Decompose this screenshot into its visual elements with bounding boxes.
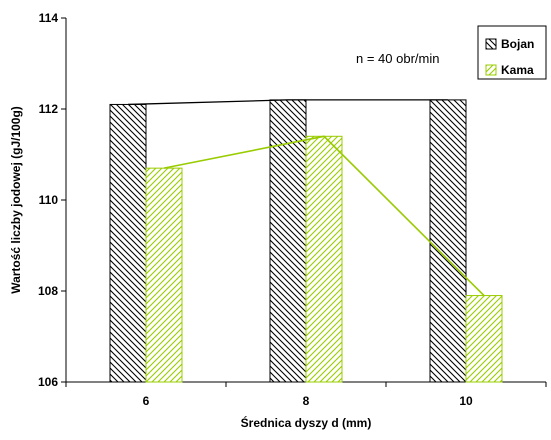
bar-bojan-8 [269, 99, 307, 383]
x-tick-label: 6 [143, 394, 150, 408]
y-tick-label: 106 [38, 375, 58, 389]
x-tick-label: 8 [303, 394, 310, 408]
legend-swatch-bojan [485, 38, 497, 50]
bar-kama-6 [145, 167, 183, 383]
series-line-kama [163, 135, 485, 297]
x-axis-title: Średnica dyszy d (mm) [241, 415, 372, 430]
bar-kama-10 [465, 295, 503, 383]
y-tick-label: 108 [38, 284, 58, 298]
x-ticks: 6 8 10 [65, 382, 547, 408]
bars [109, 99, 503, 383]
x-tick-label: 10 [459, 394, 473, 408]
legend-label-bojan: Bojan [501, 37, 534, 51]
series-line-bojan [127, 99, 448, 106]
y-ticks: 106 108 110 112 114 [38, 11, 66, 389]
annotation-text: n = 40 obr/min [356, 51, 439, 66]
y-axis-title: Wartość liczby jodowej (gJ/100g) [9, 106, 23, 294]
bar-bojan-10 [429, 99, 467, 383]
bar-kama-8 [305, 135, 343, 383]
legend-label-kama: Kama [501, 63, 534, 77]
y-tick-label: 114 [39, 11, 59, 25]
series-lines [127, 99, 485, 297]
bar-bojan-6 [109, 103, 147, 383]
legend-swatch-kama [485, 64, 497, 76]
y-tick-label: 112 [39, 102, 59, 116]
y-tick-label: 110 [39, 193, 59, 207]
legend: Bojan Kama [477, 25, 547, 80]
